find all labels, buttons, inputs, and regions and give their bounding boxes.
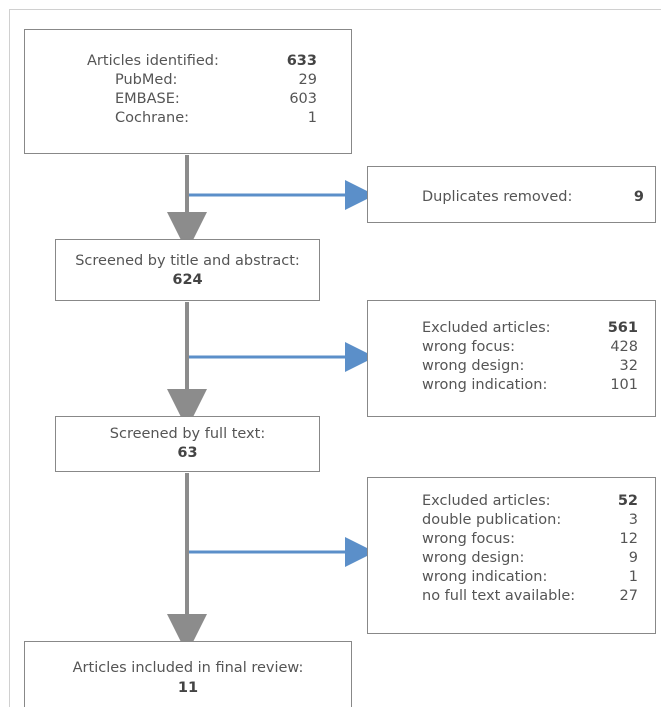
source-count: 29 [298, 72, 317, 88]
reason-row: wrong design: 32 [422, 357, 638, 376]
reason-name: wrong design: [422, 358, 525, 374]
screened-full-label: Screened by full text: [109, 426, 266, 442]
reason-name: wrong focus: [422, 531, 515, 547]
reason-name: wrong focus: [422, 339, 515, 355]
reason-name: wrong indication: [422, 569, 548, 585]
reason-row: wrong indication: 101 [422, 376, 638, 395]
reason-count: 9 [628, 550, 638, 566]
identified-total: 633 [286, 53, 317, 69]
articles-included-box: Articles included in final review: 11 [24, 641, 352, 707]
source-name: PubMed: [115, 72, 178, 88]
reason-row: no full text available: 27 [422, 587, 638, 606]
reason-count: 27 [619, 588, 638, 604]
screened-title-label: Screened by title and abstract: [75, 253, 300, 269]
identified-total-row: Articles identified: 633 [87, 52, 317, 71]
excluded-2-total-row: Excluded articles: 52 [422, 492, 638, 511]
reason-name: wrong design: [422, 550, 525, 566]
reason-count: 32 [619, 358, 638, 374]
reason-row: double publication: 3 [422, 511, 638, 530]
source-count: 1 [307, 110, 317, 126]
excluded-1-label: Excluded articles: [422, 320, 551, 336]
source-row-cochrane: Cochrane: 1 [87, 109, 317, 128]
excluded-1-total: 561 [607, 320, 638, 336]
exclusion-arrows [189, 180, 375, 567]
excluded-articles-box-2: Excluded articles: 52 double publication… [367, 477, 656, 634]
duplicates-count: 9 [633, 189, 644, 205]
reason-count: 3 [628, 512, 638, 528]
screened-full-text-box: Screened by full text: 63 [55, 416, 320, 472]
reason-count: 12 [619, 531, 638, 547]
reason-count: 101 [610, 377, 638, 393]
screened-full-count: 63 [177, 445, 198, 461]
reason-name: wrong indication: [422, 377, 548, 393]
source-count: 603 [289, 91, 317, 107]
reason-name: double publication: [422, 512, 562, 528]
excluded-2-total: 52 [617, 493, 638, 509]
source-row-embase: EMBASE: 603 [87, 90, 317, 109]
source-name: Cochrane: [115, 110, 190, 126]
articles-identified-box: Articles identified: 633 PubMed: 29 EMBA… [24, 29, 352, 154]
source-name: EMBASE: [115, 91, 180, 107]
screened-title-count: 624 [172, 272, 203, 288]
duplicates-label: Duplicates removed: [422, 189, 573, 205]
reason-row: wrong indication: 1 [422, 568, 638, 587]
reason-row: wrong focus: 12 [422, 530, 638, 549]
reason-count: 428 [610, 339, 638, 355]
identified-label: Articles identified: [87, 53, 219, 69]
screened-title-abstract-box: Screened by title and abstract: 624 [55, 239, 320, 301]
included-count: 11 [177, 680, 199, 696]
diagram-frame [9, 9, 661, 707]
reason-count: 1 [628, 569, 638, 585]
reason-name: no full text available: [422, 588, 576, 604]
reason-row: wrong design: 9 [422, 549, 638, 568]
excluded-2-label: Excluded articles: [422, 493, 551, 509]
reason-row: wrong focus: 428 [422, 338, 638, 357]
excluded-1-total-row: Excluded articles: 561 [422, 319, 638, 338]
source-row-pubmed: PubMed: 29 [87, 71, 317, 90]
excluded-articles-box-1: Excluded articles: 561 wrong focus: 428 … [367, 300, 656, 417]
duplicates-removed-box: Duplicates removed: 9 [367, 166, 656, 223]
included-label: Articles included in final review: [72, 660, 304, 676]
